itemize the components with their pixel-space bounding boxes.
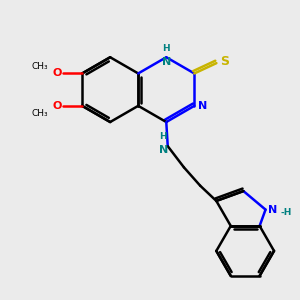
Text: -H: -H [281, 208, 292, 217]
Text: N: N [198, 101, 207, 111]
Text: O: O [52, 101, 62, 111]
Text: N: N [268, 205, 278, 214]
Text: S: S [220, 56, 229, 68]
Text: N: N [159, 145, 168, 155]
Text: N: N [162, 57, 171, 67]
Text: O: O [52, 68, 62, 78]
Text: CH₃: CH₃ [31, 61, 48, 70]
Text: H: H [163, 44, 170, 52]
Text: CH₃: CH₃ [31, 109, 48, 118]
Text: H: H [160, 132, 167, 141]
